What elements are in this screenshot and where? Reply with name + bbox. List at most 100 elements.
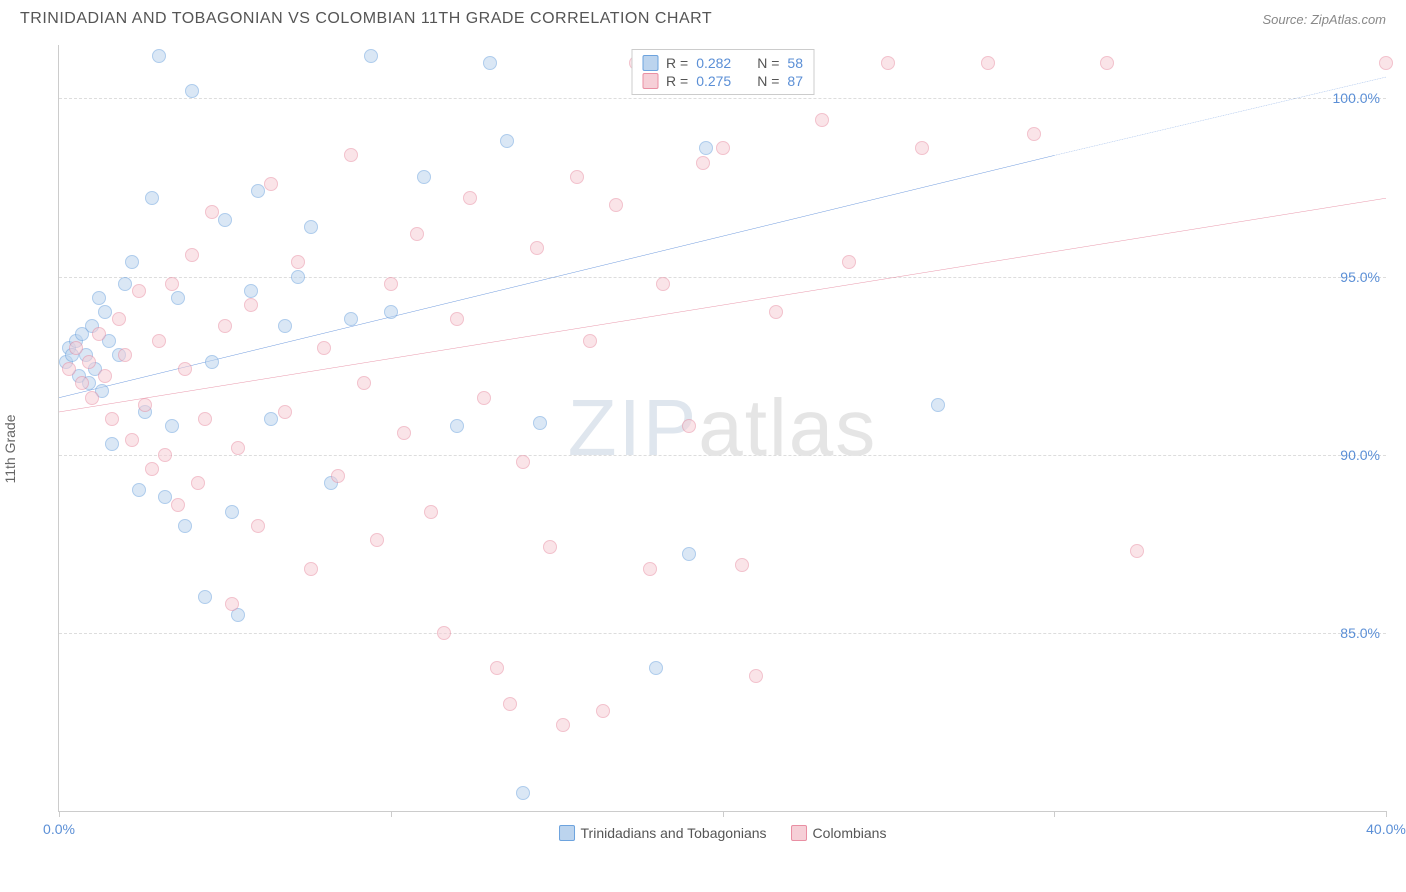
scatter-point [500, 134, 514, 148]
scatter-point [165, 277, 179, 291]
x-tick-label: 0.0% [43, 821, 75, 837]
legend-series-item: Colombians [791, 825, 887, 841]
scatter-point [682, 547, 696, 561]
scatter-point [344, 312, 358, 326]
scatter-point [264, 177, 278, 191]
scatter-point [125, 433, 139, 447]
scatter-point [178, 519, 192, 533]
scatter-point [85, 391, 99, 405]
scatter-point [198, 590, 212, 604]
scatter-point [291, 255, 305, 269]
x-tick [391, 811, 392, 817]
legend-r-value: 0.282 [696, 55, 731, 71]
scatter-point [417, 170, 431, 184]
scatter-point [477, 391, 491, 405]
scatter-point [132, 284, 146, 298]
chart-area: 11th Grade ZIPatlas R =0.282N =58R =0.27… [20, 45, 1386, 852]
scatter-point [231, 441, 245, 455]
scatter-point [165, 419, 179, 433]
scatter-point [244, 298, 258, 312]
scatter-point [1100, 56, 1114, 70]
scatter-point [384, 277, 398, 291]
scatter-point [543, 540, 557, 554]
y-tick-label: 85.0% [1340, 625, 1380, 641]
scatter-point [278, 405, 292, 419]
scatter-point [118, 348, 132, 362]
scatter-point [364, 49, 378, 63]
gridline [59, 633, 1386, 634]
scatter-point [437, 626, 451, 640]
scatter-point [981, 56, 995, 70]
watermark: ZIPatlas [568, 382, 877, 474]
scatter-point [1130, 544, 1144, 558]
scatter-point [503, 697, 517, 711]
scatter-point [317, 341, 331, 355]
scatter-point [609, 198, 623, 212]
chart-header: TRINIDADIAN AND TOBAGONIAN VS COLOMBIAN … [0, 0, 1406, 36]
legend-stats: R =0.282N =58R =0.275N =87 [631, 49, 814, 95]
scatter-point [185, 84, 199, 98]
scatter-point [516, 786, 530, 800]
scatter-point [450, 312, 464, 326]
scatter-point [152, 49, 166, 63]
scatter-point [92, 327, 106, 341]
watermark-atlas: atlas [698, 383, 877, 472]
scatter-point [881, 56, 895, 70]
scatter-point [158, 448, 172, 462]
scatter-point [244, 284, 258, 298]
legend-stats-row: R =0.275N =87 [642, 72, 803, 90]
scatter-point [344, 148, 358, 162]
legend-swatch [642, 55, 658, 71]
trend-lines [59, 45, 1386, 811]
scatter-point [82, 355, 96, 369]
scatter-point [556, 718, 570, 732]
scatter-point [533, 416, 547, 430]
watermark-zip: ZIP [568, 383, 698, 472]
scatter-point [815, 113, 829, 127]
scatter-point [1027, 127, 1041, 141]
scatter-point [158, 490, 172, 504]
legend-swatch [559, 825, 575, 841]
scatter-point [716, 141, 730, 155]
scatter-point [530, 241, 544, 255]
scatter-point [696, 156, 710, 170]
scatter-point [931, 398, 945, 412]
scatter-point [145, 191, 159, 205]
legend-r-label: R = [666, 55, 688, 71]
scatter-point [384, 305, 398, 319]
scatter-point [291, 270, 305, 284]
scatter-point [649, 661, 663, 675]
scatter-point [516, 455, 530, 469]
legend-r-value: 0.275 [696, 73, 731, 89]
x-tick [1054, 811, 1055, 817]
scatter-point [596, 704, 610, 718]
legend-series-item: Trinidadians and Tobagonians [559, 825, 767, 841]
scatter-point [410, 227, 424, 241]
scatter-point [218, 319, 232, 333]
scatter-point [483, 56, 497, 70]
scatter-point [225, 597, 239, 611]
scatter-point [145, 462, 159, 476]
scatter-point [749, 669, 763, 683]
legend-n-label: N = [757, 55, 779, 71]
scatter-point [92, 291, 106, 305]
x-tick [59, 811, 60, 817]
scatter-point [218, 213, 232, 227]
scatter-point [304, 220, 318, 234]
scatter-point [357, 376, 371, 390]
scatter-point [171, 291, 185, 305]
scatter-point [397, 426, 411, 440]
legend-swatch [791, 825, 807, 841]
scatter-point [915, 141, 929, 155]
scatter-point [583, 334, 597, 348]
scatter-point [370, 533, 384, 547]
trend-line-dashed [1054, 77, 1386, 155]
scatter-point [682, 419, 696, 433]
plot-region: ZIPatlas R =0.282N =58R =0.275N =87 Trin… [58, 45, 1386, 812]
legend-r-label: R = [666, 73, 688, 89]
scatter-point [656, 277, 670, 291]
scatter-point [138, 398, 152, 412]
scatter-point [152, 334, 166, 348]
scatter-point [424, 505, 438, 519]
y-tick-label: 100.0% [1333, 90, 1380, 106]
